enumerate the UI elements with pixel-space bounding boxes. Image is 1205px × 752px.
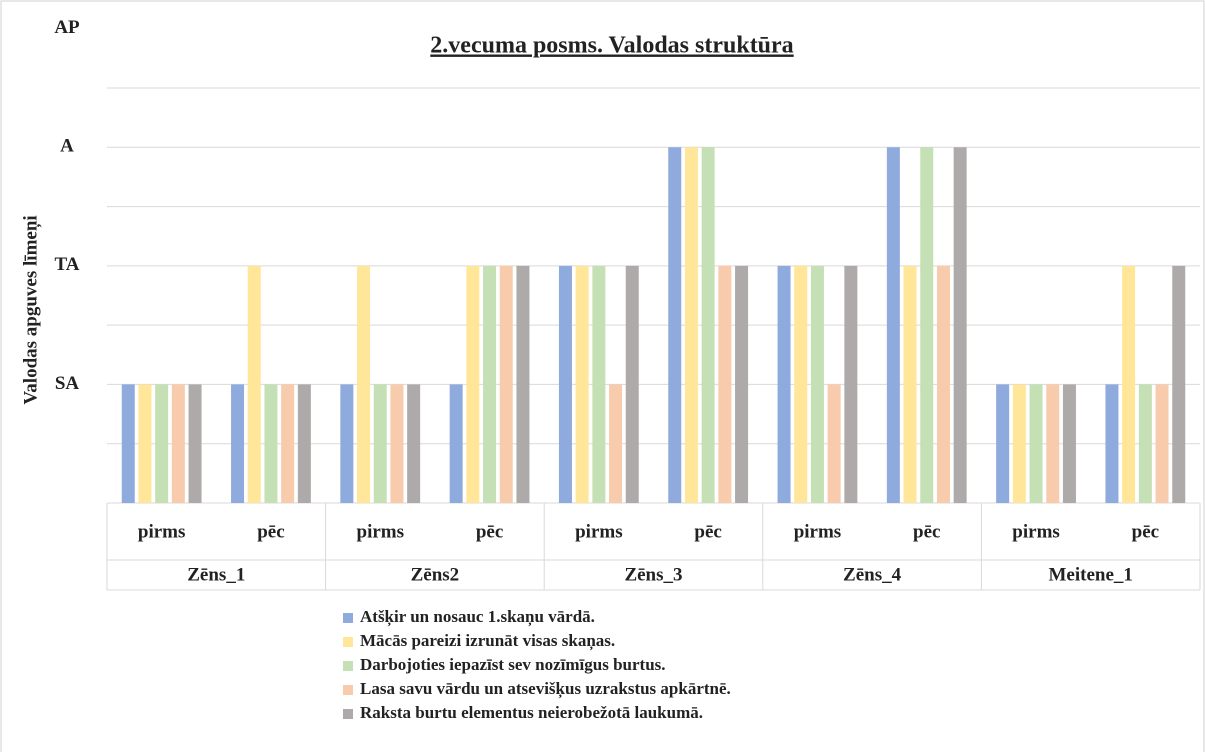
bar: [609, 384, 623, 503]
bar: [171, 384, 185, 503]
legend-label: Atšķir un nosauc 1.skaņu vārdā.: [360, 607, 595, 627]
bar: [1138, 384, 1152, 503]
x-tick-label: pirms: [357, 521, 405, 542]
group-label: Zēns_3: [624, 564, 682, 585]
legend-label: Mācās pareizi izrunāt visas skaņas.: [360, 631, 615, 651]
bar: [247, 265, 261, 503]
chart-title: 2.vecuma posms. Valodas struktūra: [430, 33, 793, 59]
bar: [1046, 384, 1060, 503]
x-tick-label: pēc: [1132, 521, 1159, 542]
bar: [558, 265, 572, 503]
bar: [844, 265, 858, 503]
bar: [810, 265, 824, 503]
x-tick-label: pēc: [476, 521, 503, 542]
bar: [483, 265, 497, 503]
bar: [684, 147, 698, 504]
bar: [953, 147, 967, 504]
bar: [886, 147, 900, 504]
bar: [735, 265, 749, 503]
bar: [1029, 384, 1043, 503]
y-tick-label: AP: [54, 17, 80, 38]
bar: [466, 265, 480, 503]
bar: [701, 147, 715, 504]
group-label: Zēns2: [411, 564, 460, 585]
bar: [936, 265, 950, 503]
bar: [449, 384, 463, 503]
bar: [625, 265, 639, 503]
bar: [188, 384, 202, 503]
bar: [407, 384, 421, 503]
legend-swatch: [343, 685, 353, 695]
bar: [1062, 384, 1076, 503]
bar: [297, 384, 311, 503]
bar: [138, 384, 152, 503]
group-label: Zēns_4: [843, 564, 902, 585]
legend-swatch: [343, 661, 353, 671]
bar: [827, 384, 841, 503]
x-tick-label: pirms: [794, 521, 842, 542]
bar: [231, 384, 245, 503]
bar: [920, 147, 934, 504]
bar: [777, 265, 791, 503]
bar: [1105, 384, 1119, 503]
bar: [1155, 384, 1169, 503]
y-axis-label: Valodas apguves līmeņi: [20, 215, 41, 404]
bar: [575, 265, 589, 503]
bar: [121, 384, 135, 503]
bar: [794, 265, 808, 503]
bar: [996, 384, 1010, 503]
x-tick-label: pirms: [1012, 521, 1060, 542]
bar: [155, 384, 169, 503]
bar: [357, 265, 371, 503]
legend-swatch: [343, 709, 353, 719]
group-label: Meitene_1: [1048, 564, 1132, 585]
bar: [340, 384, 354, 503]
bar: [390, 384, 404, 503]
bar: [903, 265, 917, 503]
bar: [1172, 265, 1186, 503]
y-tick-label: TA: [55, 254, 80, 275]
bar: [718, 265, 732, 503]
x-tick-label: pēc: [694, 521, 721, 542]
x-tick-label: pēc: [257, 521, 284, 542]
bar: [499, 265, 513, 503]
y-tick-label: SA: [55, 373, 80, 394]
bar: [1122, 265, 1136, 503]
bar: [668, 147, 682, 504]
bar: [264, 384, 278, 503]
y-tick-label: A: [60, 136, 74, 157]
bar: [373, 384, 387, 503]
legend-swatch: [343, 637, 353, 647]
legend-swatch: [343, 613, 353, 623]
legend-label: Lasa savu vārdu un atsevišķus uzrakstus …: [360, 679, 731, 699]
group-label: Zēns_1: [187, 564, 245, 585]
legend-label: Raksta burtu elementus neierobežotā lauk…: [360, 703, 703, 722]
bar: [592, 265, 606, 503]
x-tick-label: pirms: [138, 521, 186, 542]
legend-label: Darbojoties iepazīst sev nozīmīgus burtu…: [360, 655, 666, 674]
bar: [281, 384, 295, 503]
x-tick-label: pēc: [913, 521, 940, 542]
bar: [1012, 384, 1026, 503]
bar: [516, 265, 530, 503]
x-tick-label: pirms: [575, 521, 623, 542]
